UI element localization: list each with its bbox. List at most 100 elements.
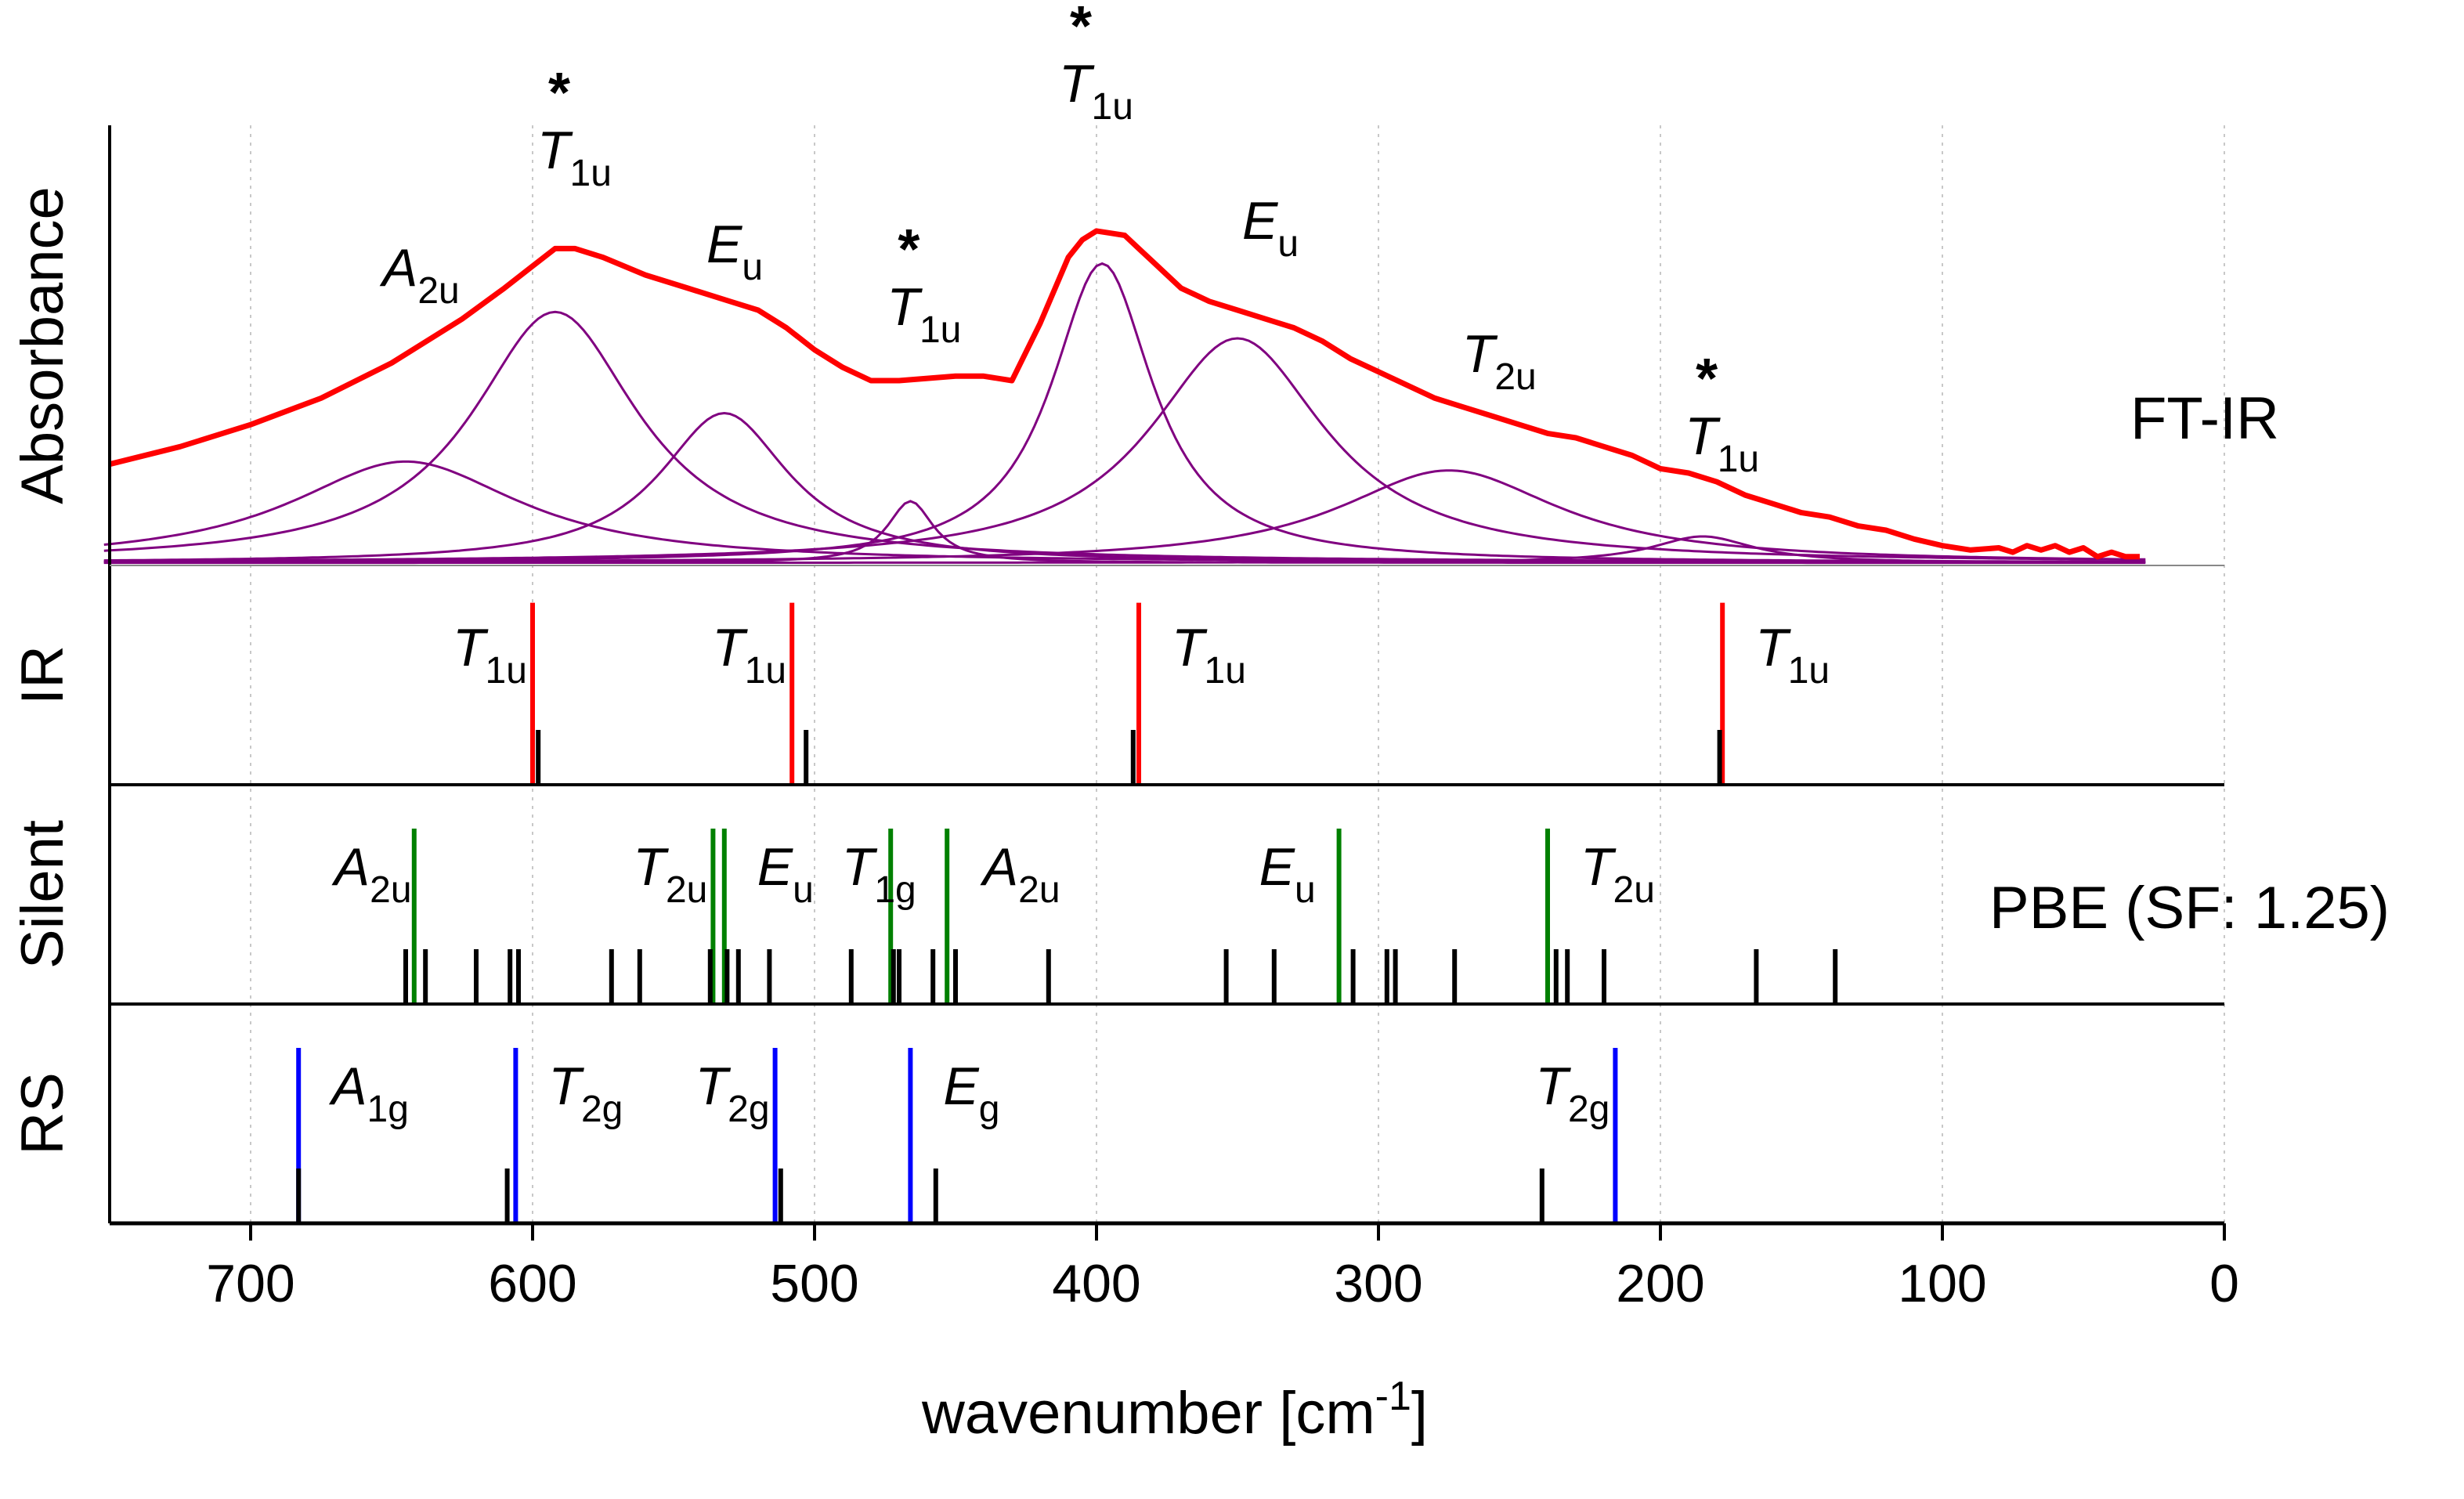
silent-mode-label-5-symbol: E	[1259, 837, 1295, 897]
fitted-components	[103, 262, 2146, 565]
silent-mode-label-1-symbol: T	[633, 837, 669, 897]
calculated-modes	[296, 602, 1838, 1223]
silent-mode-label-2-subscript: u	[793, 869, 814, 911]
fit-component-eu-2	[103, 411, 2146, 564]
ir-mode-label-2-symbol: T	[1172, 618, 1208, 677]
ftir-mode-label-4-symbol: T	[1059, 54, 1095, 114]
rs-mode-label-3-subscript: g	[979, 1089, 1000, 1130]
ftir-mode-label-0-symbol: A	[379, 238, 417, 298]
rs-mode-label-1-subscript: 2g	[581, 1089, 623, 1130]
ir-mode-label-0: T1u	[453, 618, 527, 692]
ftir-spectrum-line	[109, 228, 2140, 560]
rs-mode-label-0-symbol: A	[328, 1057, 367, 1116]
silent-mode-label-0: A2u	[331, 837, 412, 911]
y-axis-label-rs: RS	[9, 1072, 76, 1155]
ir-mode-label-3-subscript: 1u	[1788, 650, 1830, 692]
silent-mode-label-6-symbol: T	[1581, 837, 1617, 897]
fit-component-t1u-7	[103, 535, 2146, 565]
x-tick-label-500: 500	[770, 1254, 858, 1313]
silent-mode-label-0-subscript: 2u	[370, 869, 411, 911]
ir-mode-label-3-symbol: T	[1755, 618, 1791, 677]
silent-mode-label-2: Eu	[757, 837, 814, 911]
ftir-mode-label-5-subscript: u	[1277, 223, 1299, 265]
ftir-mode-label-1-symbol: T	[537, 121, 573, 180]
ftir-mode-label-1: T1u	[537, 121, 612, 194]
silent-mode-label-4-symbol: A	[980, 837, 1018, 897]
panel-annotation-pbe: PBE (SF: 1.25)	[1989, 875, 2390, 941]
ftir-mode-label-5-symbol: E	[1242, 191, 1278, 251]
silent-mode-label-3-symbol: T	[842, 837, 878, 897]
y-axis-label-ir: IR	[9, 645, 76, 705]
rs-mode-label-4-symbol: T	[1535, 1057, 1571, 1116]
x-tick-label-700: 700	[206, 1254, 294, 1313]
ftir-mode-label-3-symbol: T	[887, 277, 923, 337]
x-tick-label-400: 400	[1052, 1254, 1140, 1313]
fit-component-t2u-6	[103, 469, 2146, 563]
ftir-mode-label-6: T2u	[1462, 324, 1537, 398]
ir-mode-label-1-subscript: 1u	[745, 650, 786, 692]
gridlines	[250, 125, 2225, 1223]
axes: Absorbance IR Silent RS 700 600 500 400 300 200 10…	[9, 125, 2239, 1313]
rs-mode-label-4-subscript: 2g	[1568, 1089, 1610, 1130]
ftir-mode-label-4: T1u	[1059, 54, 1133, 128]
x-tick-label-0: 0	[2209, 1254, 2239, 1313]
ftir-mode-label-1-subscript: 1u	[570, 153, 612, 194]
silent-mode-label-2-symbol: E	[757, 837, 793, 897]
rs-mode-label-2-subscript: 2g	[728, 1089, 769, 1130]
rs-mode-label-2-symbol: T	[695, 1057, 732, 1116]
x-tick-label-300: 300	[1334, 1254, 1422, 1313]
x-axis-title-end: ]	[1411, 1380, 1428, 1447]
x-axis-title-main: wavenumber [cm	[921, 1380, 1375, 1447]
rs-mode-label-3: Eg	[943, 1057, 999, 1130]
silent-mode-label-1: T2u	[633, 837, 707, 911]
y-axis-label-silent: Silent	[9, 820, 76, 969]
ir-mode-label-2: T1u	[1172, 618, 1246, 692]
rs-mode-label-0: A1g	[328, 1057, 409, 1130]
x-tick-label-200: 200	[1616, 1254, 1704, 1313]
silent-mode-label-5-subscript: u	[1295, 869, 1316, 911]
ftir-mode-label-2-subscript: u	[742, 247, 763, 288]
rs-mode-label-1: T2g	[548, 1057, 623, 1130]
ftir-mode-label-4-subscript: 1u	[1092, 86, 1133, 128]
ftir-mode-label-2-symbol: E	[706, 215, 742, 274]
ftir-mode-label-3-subscript: 1u	[919, 309, 961, 351]
ftir-mode-label-3: T1u	[887, 277, 961, 351]
silent-mode-label-3: T1g	[842, 837, 916, 911]
fit-component-a2u-0	[103, 460, 2146, 564]
ftir-mode-label-0: A2u	[379, 238, 460, 312]
x-axis-title-exponent: -1	[1375, 1374, 1411, 1419]
ftir-mode-label-6-symbol: T	[1462, 324, 1498, 384]
silent-mode-label-3-subscript: 1g	[874, 869, 916, 911]
ftir-mode-label-7-symbol: T	[1685, 406, 1721, 466]
ftir-mode-label-7-subscript: 1u	[1718, 439, 1759, 480]
ftir-spectrum	[109, 228, 2140, 560]
ir-mode-label-0-subscript: 1u	[486, 650, 527, 692]
ftir-star-marker-3: *	[898, 219, 919, 281]
rs-mode-label-4: T2g	[1535, 1057, 1610, 1130]
ir-mode-label-1-symbol: T	[712, 618, 748, 677]
rs-mode-label-0-subscript: 1g	[367, 1089, 409, 1130]
rs-mode-label-3-symbol: E	[943, 1057, 979, 1116]
ftir-mode-label-7: T1u	[1685, 406, 1759, 480]
ir-mode-label-2-subscript: 1u	[1205, 650, 1246, 692]
fit-component-eu-5	[103, 337, 2146, 562]
rs-mode-label-1-symbol: T	[548, 1057, 584, 1116]
silent-mode-label-6: T2u	[1581, 837, 1655, 911]
ir-mode-label-3: T1u	[1755, 618, 1830, 692]
x-axis-title: wavenumber [cm-1]	[921, 1374, 1428, 1447]
ftir-mode-label-2: Eu	[706, 215, 763, 288]
silent-mode-label-4-subscript: 2u	[1018, 869, 1060, 911]
fit-component-t1u-4	[103, 262, 2146, 563]
ftir-star-marker-1: *	[548, 62, 570, 125]
ftir-star-marker-4: *	[1070, 0, 1092, 58]
ir-mode-label-0-symbol: T	[453, 618, 489, 677]
silent-mode-label-4: A2u	[980, 837, 1060, 911]
ftir-mode-label-6-subscript: 2u	[1494, 356, 1536, 398]
silent-mode-label-1-subscript: 2u	[666, 869, 707, 911]
silent-mode-label-6-subscript: 2u	[1613, 869, 1655, 911]
silent-mode-label-0-symbol: A	[331, 837, 370, 897]
x-tick-label-600: 600	[488, 1254, 576, 1313]
ir-mode-label-1: T1u	[712, 618, 786, 692]
